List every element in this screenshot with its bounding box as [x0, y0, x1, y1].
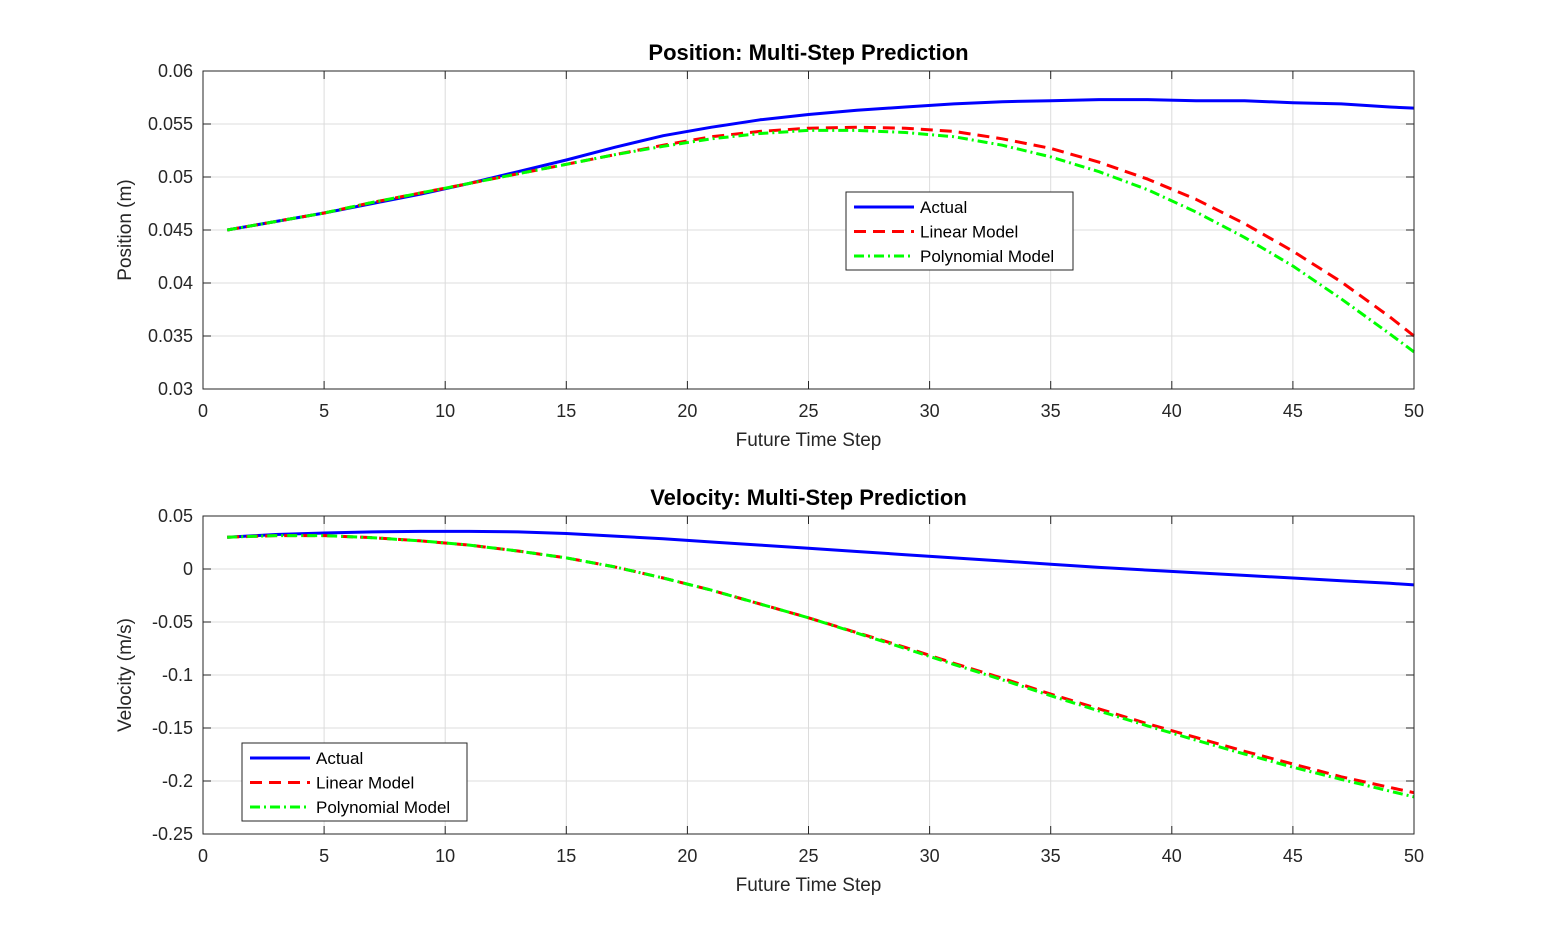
- y-tick-label: 0.06: [158, 61, 193, 81]
- series-line-polynomial-model: [227, 534, 1415, 799]
- x-tick-label: 45: [1283, 846, 1303, 866]
- chart-panel-2: 0 5 10 15 20 25 30 35 40 45 50 -0.25 -0.2 -0.15 -0.1 -0…: [115, 485, 1424, 896]
- chart-panel-1: 0 5 10 15 20 25 30 35 40 45 50 0.03 0.035 0.04 0.045 0.…: [115, 40, 1424, 451]
- legend: Actual Linear Model Polynomial Model: [241, 742, 468, 822]
- legend-entry: Polynomial Model: [920, 247, 1054, 266]
- x-tick-label: 25: [798, 846, 818, 866]
- y-tick-label: -0.1: [162, 665, 193, 685]
- x-tick-label: 30: [920, 401, 940, 421]
- legend-entry: Linear Model: [316, 774, 414, 793]
- y-tick-label: -0.15: [152, 718, 193, 738]
- x-tick-label: 40: [1162, 401, 1182, 421]
- legend-entry: Actual: [316, 749, 363, 768]
- x-tick-label: 5: [319, 846, 329, 866]
- y-tick-label: 0.04: [158, 273, 193, 293]
- y-tick-label: 0: [183, 559, 193, 579]
- y-tick-label: -0.2: [162, 771, 193, 791]
- y-tick-label: 0.055: [148, 114, 193, 134]
- y-tick-label: -0.05: [152, 612, 193, 632]
- x-axis-label: Future Time Step: [736, 875, 882, 896]
- x-tick-label: 25: [798, 401, 818, 421]
- chart-title: Velocity: Multi-Step Prediction: [650, 485, 967, 510]
- x-tick-label: 35: [1041, 401, 1061, 421]
- y-tick-label: 0.035: [148, 326, 193, 346]
- y-tick-label: 0.05: [158, 167, 193, 187]
- x-tick-label: 5: [319, 401, 329, 421]
- legend-entry: Polynomial Model: [316, 798, 450, 817]
- x-tick-label: 20: [677, 401, 697, 421]
- x-tick-label: 15: [556, 401, 576, 421]
- x-tick-label: 0: [198, 401, 208, 421]
- x-tick-label: 30: [920, 846, 940, 866]
- series-line-polynomial-model: [226, 128, 1415, 354]
- x-tick-label: 50: [1404, 401, 1424, 421]
- x-tick-label: 0: [198, 846, 208, 866]
- y-axis-label: Position (m): [115, 179, 136, 280]
- y-tick-label: 0.03: [158, 379, 193, 399]
- x-tick-label: 20: [677, 846, 697, 866]
- x-tick-label: 10: [435, 846, 455, 866]
- y-tick-label: 0.045: [148, 220, 193, 240]
- x-tick-label: 45: [1283, 401, 1303, 421]
- y-tick-label: -0.25: [152, 824, 193, 844]
- x-tick-label: 15: [556, 846, 576, 866]
- y-axis-label: Velocity (m/s): [115, 618, 136, 732]
- series-line-actual: [227, 529, 1415, 587]
- x-tick-label: 50: [1404, 846, 1424, 866]
- chart-title: Position: Multi-Step Prediction: [648, 40, 968, 65]
- legend-entry: Linear Model: [920, 223, 1018, 242]
- x-tick-label: 10: [435, 401, 455, 421]
- x-axis-label: Future Time Step: [736, 430, 882, 451]
- x-tick-label: 35: [1041, 846, 1061, 866]
- series-line-linear-model: [226, 125, 1415, 338]
- x-tick-label: 40: [1162, 846, 1182, 866]
- legend: Actual Linear Model Polynomial Model: [845, 191, 1074, 271]
- y-tick-label: 0.05: [158, 506, 193, 526]
- legend-entry: Actual: [920, 198, 967, 217]
